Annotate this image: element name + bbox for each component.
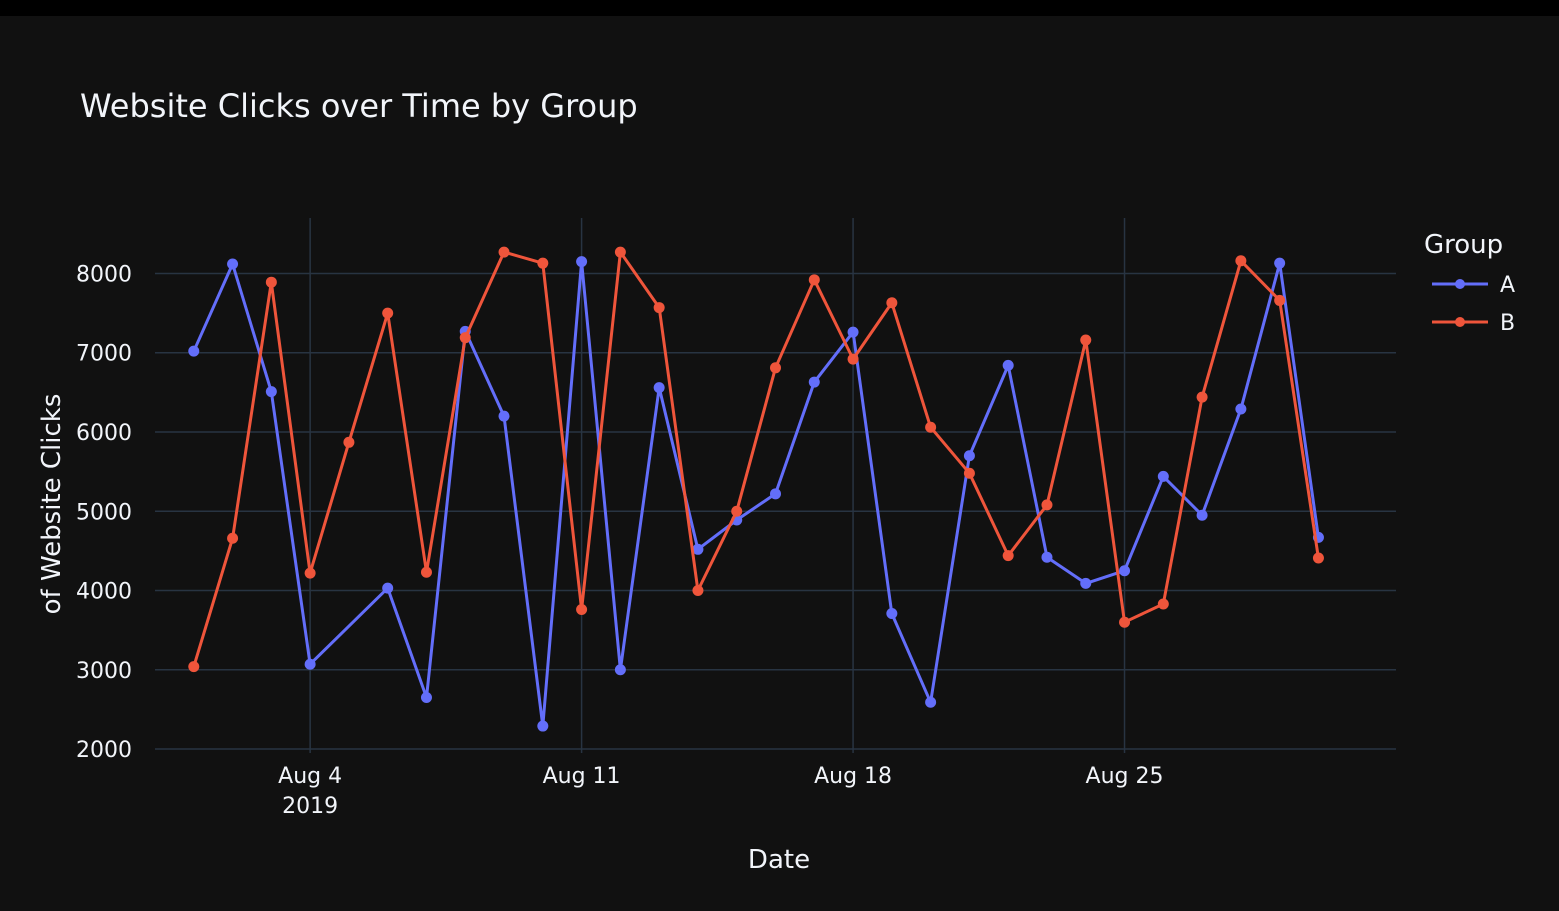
legend-label-b: B [1500, 311, 1515, 336]
data-point-a[interactable] [304, 658, 316, 670]
data-point-a[interactable] [770, 488, 781, 500]
data-point-b[interactable] [576, 604, 588, 616]
data-point-a[interactable] [188, 345, 200, 357]
data-point-a[interactable] [653, 382, 665, 394]
data-point-a[interactable] [420, 692, 432, 704]
data-point-b[interactable] [1196, 391, 1208, 403]
data-point-b[interactable] [770, 362, 781, 374]
data-point-a[interactable] [1041, 551, 1053, 563]
axis-layer: 2000 3000 4000 5000 6000 7000 8000 Aug 4 2019 Aug… [76, 262, 1164, 819]
series-b [188, 246, 1324, 673]
data-point-b[interactable] [420, 566, 432, 578]
data-point-a[interactable] [1119, 565, 1131, 577]
data-point-b[interactable] [925, 421, 937, 433]
data-point-a[interactable] [227, 258, 239, 270]
y-tick-label: 6000 [76, 421, 132, 446]
legend-marker-b [1455, 317, 1465, 327]
data-point-b[interactable] [1119, 616, 1131, 628]
data-point-b[interactable] [343, 436, 355, 448]
grid-layer [155, 218, 1396, 753]
y-axis-title: of Website Clicks [37, 394, 67, 615]
x-tick-label: Aug 18 [814, 764, 892, 789]
y-tick-label: 3000 [76, 659, 132, 684]
data-point-b[interactable] [265, 276, 277, 288]
data-point-a[interactable] [537, 720, 549, 732]
x-tick-label: Aug 4 [278, 764, 342, 789]
data-point-b[interactable] [808, 274, 820, 286]
y-tick-label: 7000 [76, 342, 132, 367]
data-point-b[interactable] [498, 246, 510, 258]
data-point-a[interactable] [1274, 257, 1286, 269]
data-point-b[interactable] [227, 532, 239, 544]
legend-item-a[interactable]: A [1432, 273, 1515, 298]
y-tick-label: 4000 [76, 580, 132, 605]
chart-background [0, 16, 1559, 911]
y-tick-label: 5000 [76, 500, 132, 525]
data-point-a[interactable] [963, 450, 975, 462]
data-point-a[interactable] [382, 582, 394, 594]
data-point-b[interactable] [537, 257, 549, 269]
data-point-b[interactable] [1002, 550, 1014, 562]
data-point-b[interactable] [1080, 334, 1092, 346]
data-point-a[interactable] [498, 410, 510, 422]
legend-item-b[interactable]: B [1432, 311, 1515, 336]
data-point-b[interactable] [1312, 552, 1324, 564]
data-point-a[interactable] [265, 386, 277, 398]
data-point-b[interactable] [188, 661, 200, 673]
x-tick-year-label: 2019 [282, 794, 338, 819]
series-layer [188, 246, 1324, 732]
data-point-a[interactable] [808, 376, 820, 388]
data-point-b[interactable] [459, 332, 471, 344]
data-point-a[interactable] [1157, 470, 1169, 482]
legend-label-a: A [1500, 273, 1515, 298]
chart-svg: Website Clicks over Time by Group 2000 30… [0, 16, 1559, 911]
data-point-a[interactable] [1235, 403, 1247, 415]
data-point-a[interactable] [1196, 509, 1208, 521]
data-point-a[interactable] [614, 664, 626, 676]
x-tick-label: Aug 11 [543, 764, 621, 789]
data-point-b[interactable] [1157, 598, 1169, 610]
data-point-b[interactable] [614, 246, 626, 258]
data-point-b[interactable] [1235, 255, 1247, 267]
data-point-b[interactable] [304, 567, 316, 579]
data-point-b[interactable] [1274, 294, 1286, 306]
chart-frame: Website Clicks over Time by Group 2000 30… [0, 16, 1559, 911]
data-point-b[interactable] [963, 467, 975, 479]
data-point-a[interactable] [925, 696, 937, 708]
data-point-b[interactable] [847, 353, 859, 365]
data-point-a[interactable] [847, 326, 859, 338]
data-point-b[interactable] [1041, 499, 1053, 511]
legend[interactable]: Group A B [1424, 230, 1515, 336]
legend-title: Group [1424, 230, 1503, 260]
data-point-b[interactable] [731, 505, 743, 517]
data-point-a[interactable] [1002, 359, 1014, 371]
series-line-b [192, 250, 1320, 668]
x-axis-title: Date [748, 845, 810, 875]
data-point-a[interactable] [576, 256, 588, 268]
chart-title: Website Clicks over Time by Group [80, 87, 638, 125]
data-point-b[interactable] [653, 302, 665, 314]
y-tick-label: 8000 [76, 262, 132, 287]
data-point-a[interactable] [886, 608, 898, 620]
x-tick-label: Aug 25 [1086, 764, 1164, 789]
data-point-b[interactable] [886, 297, 898, 309]
legend-marker-a [1455, 279, 1465, 289]
data-point-b[interactable] [692, 585, 704, 597]
data-point-b[interactable] [382, 307, 394, 319]
y-tick-label: 2000 [76, 738, 132, 763]
data-point-a[interactable] [692, 543, 704, 555]
data-point-a[interactable] [1080, 577, 1092, 589]
